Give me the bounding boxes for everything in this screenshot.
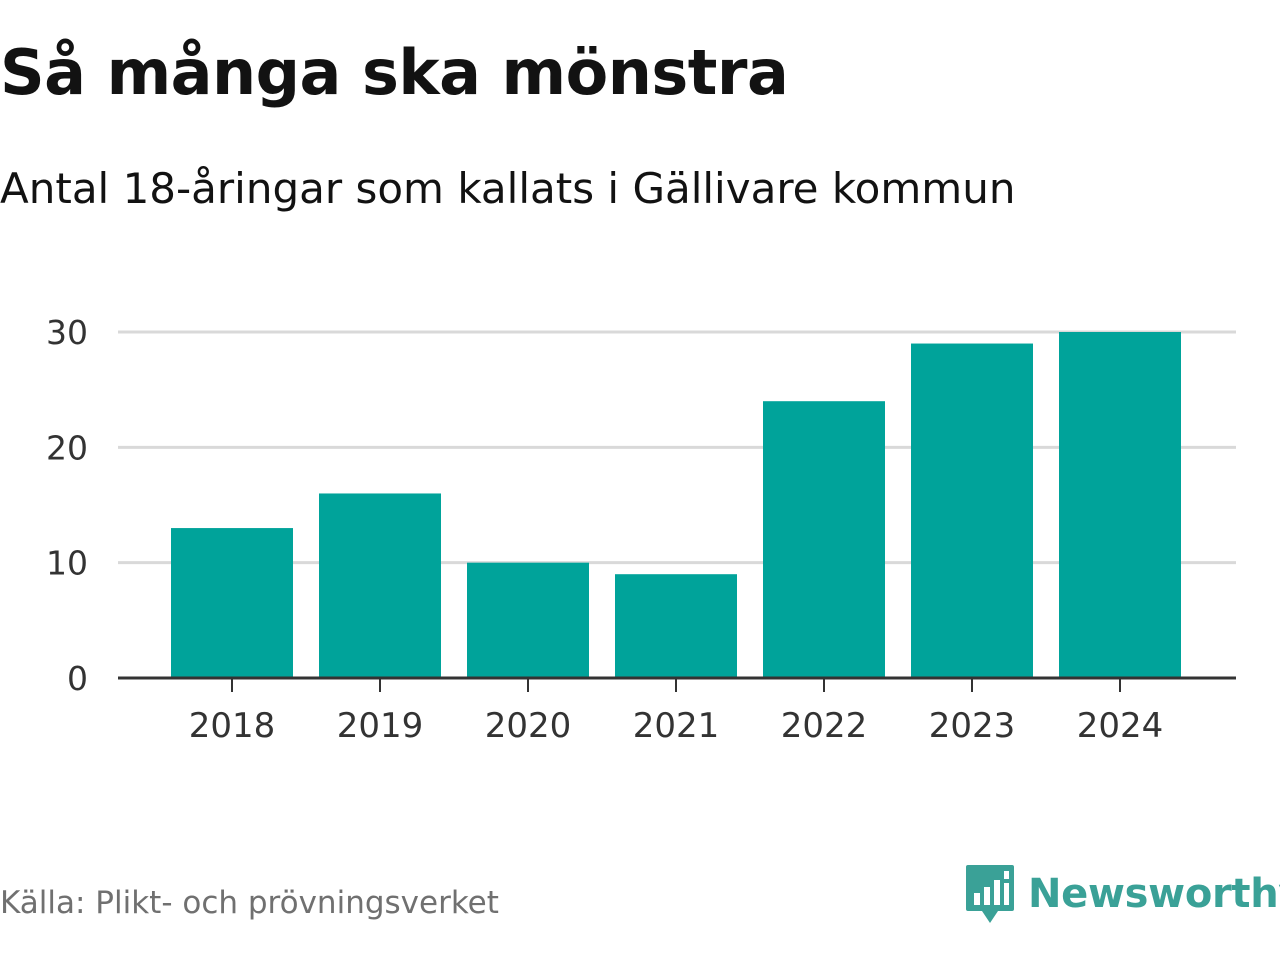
bar [467, 562, 589, 678]
x-tick-label: 2018 [189, 706, 276, 746]
x-tick-label: 2021 [633, 706, 720, 746]
x-tick-label: 2022 [781, 706, 868, 746]
x-tick-label: 2023 [929, 706, 1016, 746]
bar [1059, 332, 1181, 678]
bar [171, 528, 293, 678]
y-tick-label: 0 [67, 659, 88, 698]
y-tick-label: 30 [46, 313, 88, 352]
x-tick-label: 2019 [337, 706, 424, 746]
x-tick-label: 2020 [485, 706, 572, 746]
bar [319, 493, 441, 678]
brand-logo: Newsworthy [964, 863, 1280, 925]
newsworthy-chart-bubble-icon [966, 865, 1014, 923]
y-tick-label: 20 [46, 428, 88, 467]
bar [615, 574, 737, 678]
y-tick-label: 10 [46, 544, 88, 583]
bar-chart: 0 10 20 30 2018 2019 2020 2021 2022 2023 2024 [46, 313, 1236, 746]
bar [911, 343, 1033, 678]
chart-title: Så många ska mönstra [0, 36, 789, 109]
source-note: Källa: Plikt- och prövningsverket [0, 885, 499, 921]
x-tick-label: 2024 [1077, 706, 1164, 746]
brand-name: Newsworthy [1028, 871, 1280, 917]
bar [763, 401, 885, 678]
chart-subtitle: Antal 18-åringar som kallats i Gällivare… [0, 164, 1016, 213]
